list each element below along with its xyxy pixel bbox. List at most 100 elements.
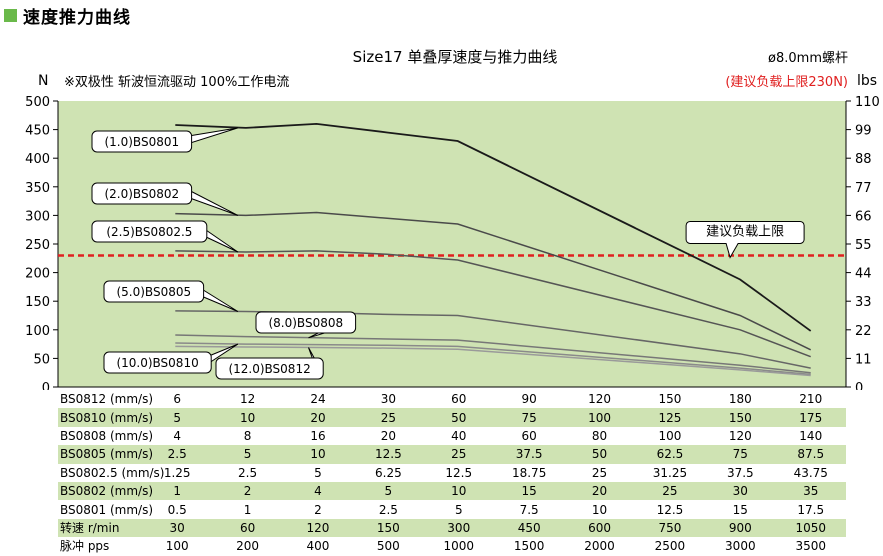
table-cell: 37.5 [493,445,565,464]
table-cell: 3500 [795,539,827,554]
row-label: BS0801 (mm/s) [60,502,154,517]
row-label: BS0808 (mm/s) [60,428,154,443]
table-cell: 180 [728,392,752,407]
table-cell: 120 [728,428,752,443]
y-tick-label-right: 0 [855,381,863,390]
table-cell: 25 [634,481,706,501]
y-tick-label-right: 99 [855,124,872,139]
table-cell: 8 [243,428,252,443]
limit-callout-box [685,220,805,259]
table-cell: 0.5 [167,502,187,517]
row-label: 脉冲 pps [60,539,110,554]
table-cell: 16 [310,428,326,443]
y-tick-label-right: 33 [855,295,872,310]
y-tick-label-left: 0 [42,381,50,390]
series-line [175,334,811,374]
row-label: BS0805 (mm/s) [58,445,153,464]
table-row: 转速 r/min 30 60 120 150 300 450 600 750 900 1050 [58,518,846,538]
table-cell: 80 [591,428,608,443]
y-tick-label-right: 22 [855,324,872,339]
y-axis-right-label: lbs [857,73,877,89]
y-tick-label-left: 450 [25,124,50,139]
table-cell: 7.5 [519,502,539,517]
table-cell: 500 [376,539,400,554]
table-cell: 2000 [584,539,615,554]
series-line [175,250,811,358]
table-cell: 35 [775,481,846,501]
table-cell: 5 [314,465,322,480]
table-cell: 100 [564,408,635,427]
axes: 0 0 50 11 100 22 150 33 200 44 250 55 300 66 350 77 400 8… [25,95,880,390]
section-heading: 速度推力曲线 [4,2,131,28]
table-cell: 20 [380,428,396,443]
table-cell: 200 [236,539,260,554]
table-cell: 1.25 [163,465,191,480]
limit-line-group: 建议负载上限 [58,220,846,259]
table-cell: 1050 [775,518,846,538]
table-cell: 12 [239,392,256,407]
y-tick-label-right: 88 [855,152,872,167]
table-cell: 75 [493,408,565,427]
y-tick-label-left: 100 [25,324,50,339]
y-tick-label-left: 200 [25,267,50,282]
table-cell: 750 [634,518,706,538]
table-cell: 3000 [725,539,756,554]
table-row: BS0812 (mm/s) 6 12 24 30 60 90 120 150 180 210 [58,390,846,408]
table-cell: 12.5 [445,465,473,480]
table-cell: 2 [314,502,322,517]
table-cell: 2 [212,481,283,501]
table-cell: 6 [173,392,182,407]
y-tick-label-right: 11 [855,352,872,367]
table-cell: 140 [799,428,823,443]
series-label: (8.0)BS0808 [268,316,343,330]
series-label: (5.0)BS0805 [116,285,191,299]
table-cell: 2500 [654,539,686,554]
table-cell: 30 [142,518,213,538]
table-row: BS0801 (mm/s) 0.5 1 2 2.5 5 7.5 10 12.5 15 17.5 [58,500,846,518]
chart-title: Size17 单叠厚速度与推力曲线 [353,48,558,66]
series-label: (10.0)BS0810 [116,356,198,370]
table-cell: 4 [282,481,354,501]
table-cell: 37.5 [726,465,754,480]
table-cell: 12.5 [353,445,424,464]
chart-subtitle: ※双极性 斩波恒流驱动 100%工作电流 [64,75,289,90]
series-label: (12.0)BS0812 [228,362,310,376]
table-cell: 30 [705,481,776,501]
y-tick-label-right: 110 [855,95,880,110]
table-cell: 20 [564,481,635,501]
series-callout-box [215,357,324,380]
table-cell: 60 [451,392,467,407]
table-cell: 25 [353,408,424,427]
table-cell: 2.5 [378,502,398,517]
table-cell: 210 [799,392,823,407]
table-cell: 40 [451,428,467,443]
table-cell: 900 [705,518,776,538]
speed-table: BS0812 (mm/s) 6 12 24 30 60 90 120 150 180 210 BS08… [58,390,846,556]
y-tick-label-left: 400 [25,152,50,167]
table-row: BS0810 (mm/s) 5 10 20 25 50 75 100 125 150 175 [58,408,846,427]
table-cell: 50 [423,408,494,427]
y-tick-label-right: 66 [855,209,872,224]
table-cell: 5 [353,481,424,501]
table-cell: 15 [732,502,748,517]
table-cell: 25 [423,445,494,464]
table-cell: 60 [212,518,283,538]
series-line [175,122,812,332]
table-cell: 120 [282,518,354,538]
thrust-speed-chart: Size17 单叠厚速度与推力曲线 ※双极性 斩波恒流驱动 100%工作电流 ø… [25,48,880,390]
table-cell: 25 [591,465,608,480]
table-cell: 1 [243,502,252,517]
table-row: 脉冲 pps 100 200 400 500 1000 1500 2000 2500 3000 35… [58,537,846,555]
y-tick-label-left: 150 [25,295,50,310]
table-cell: 2.5 [238,465,258,480]
table-row: BS0802 (mm/s) 1 2 4 5 10 15 20 25 30 35 [58,481,846,501]
table-cell: 100 [165,539,189,554]
table-cell: 450 [493,518,565,538]
y-tick-label-left: 350 [25,181,50,196]
table-cell: 50 [564,445,635,464]
y-axis-left-label: N [38,73,48,89]
table-cell: 600 [564,518,635,538]
table-cell: 12.5 [656,502,684,517]
table-cell: 2.5 [142,445,213,464]
table-cell: 125 [634,408,706,427]
